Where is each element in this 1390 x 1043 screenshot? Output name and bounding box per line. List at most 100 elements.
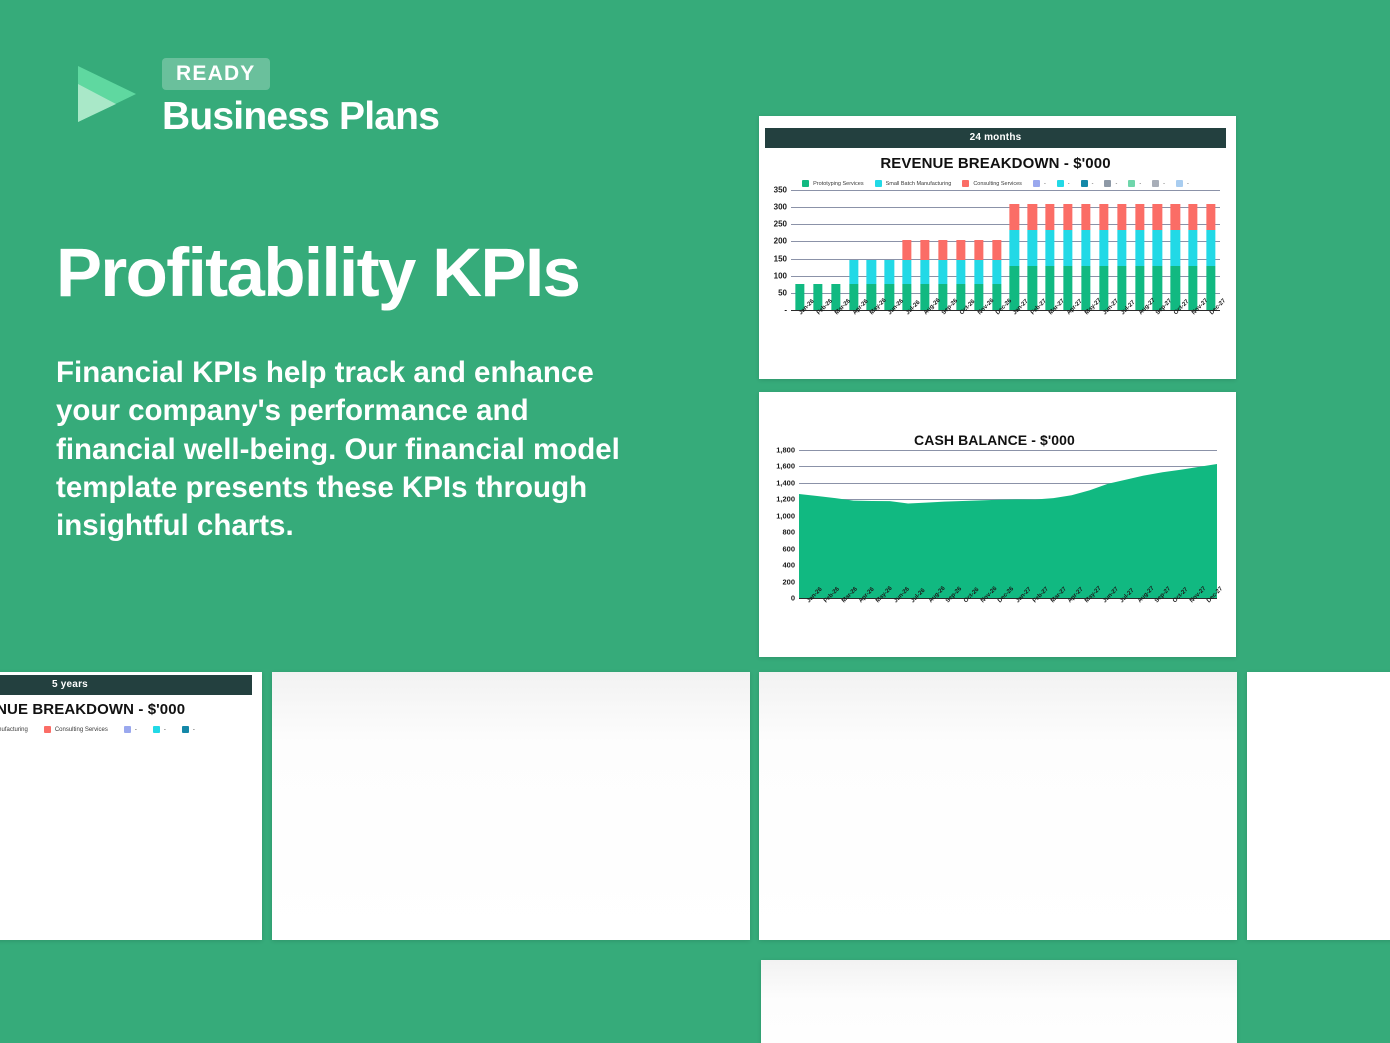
gridline (791, 241, 1220, 243)
chart-grid (791, 190, 1220, 311)
chart-card-cash-balance[interactable]: CASH BALANCE - $'000 0 200 400 600 800 1,000 1,… (759, 392, 1236, 657)
play-triangle-icon (72, 58, 144, 130)
x-axis-tick: Dec-26 (991, 586, 1015, 632)
legend-item: Prototyping Services (802, 180, 864, 187)
legend-item: - (1152, 180, 1165, 187)
legend-label: - (134, 726, 137, 733)
x-axis-tick: Mar-26 (827, 298, 852, 344)
legend-label: Consulting Services (54, 726, 108, 733)
bar-group (898, 190, 916, 310)
x-axis-tick: Aug-26 (921, 586, 947, 632)
gridline (799, 466, 1217, 468)
chart-card-ebitda[interactable] (272, 672, 750, 940)
bar-group (809, 190, 827, 310)
chart-baseline (791, 310, 1220, 311)
x-axis-tick: Jul-27 (1113, 300, 1137, 344)
bar-segment (920, 239, 930, 261)
bar-segment (1170, 204, 1180, 231)
bar-segment (1188, 204, 1198, 231)
x-axis-tick: Oct-27 (1166, 299, 1190, 344)
x-axis-tick: Sep-26 (934, 298, 959, 344)
legend-swatch (1128, 180, 1136, 187)
x-axis-tick: Feb-26 (816, 586, 841, 632)
bar-segment (991, 260, 1002, 285)
bar-segment (1009, 204, 1020, 231)
legend-item: - (1080, 180, 1093, 187)
y-axis-tick-label: 1,200 (776, 494, 795, 504)
hero-description: Financial KPIs help track and enhance yo… (56, 356, 620, 543)
bar-group (934, 190, 952, 310)
brand-lockup: READY Business Plans (72, 52, 440, 138)
x-axis-tick: Jul-26 (898, 300, 922, 344)
bar-segment (1170, 230, 1180, 267)
chart-card-revenue-breakdown-24m[interactable]: 24 months REVENUE BREAKDOWN - $'000 Protot… (759, 116, 1236, 379)
bar-group (1113, 190, 1131, 310)
x-axis-tick: Dec-26 (988, 298, 1013, 344)
bar-group (1059, 190, 1077, 310)
x-axis-tick: Sep-27 (1149, 298, 1173, 344)
x-axis-tick: May-26 (869, 586, 894, 632)
bar-group (1006, 190, 1024, 310)
legend-item: - (1104, 180, 1117, 187)
chart-card-operating-cash-flow[interactable] (759, 672, 1237, 940)
bar-segment (956, 284, 966, 310)
y-axis-tick-label: 400 (782, 560, 795, 570)
bar-segment (1117, 230, 1127, 267)
legend-swatch (43, 726, 51, 733)
chart-title: REVENUE BREAKDOWN - $'000 (0, 701, 186, 718)
bar-segment (1117, 204, 1127, 231)
bar-segment (848, 284, 859, 310)
brand-text: READY Business Plans (162, 52, 440, 138)
gridline (799, 450, 1217, 451)
bar-group (1023, 190, 1041, 310)
chart-legend: Small Batch Manufacturing Consulting Serv… (0, 726, 252, 733)
legend-swatch (802, 180, 810, 187)
bar-segment (938, 239, 948, 261)
bar-segment (1099, 230, 1109, 267)
chart-card-revenue-breakdown-partial[interactable] (1247, 672, 1390, 940)
bar-segment (1045, 204, 1055, 231)
legend-swatch (962, 180, 970, 187)
y-axis-tick-label: 200 (773, 236, 787, 246)
y-axis-tick-label: 100 (773, 271, 787, 281)
x-axis-tick: Feb-27 (1023, 298, 1048, 344)
bar-segment (902, 284, 912, 310)
legend-label: - (163, 726, 166, 733)
bar-group (1149, 190, 1167, 310)
bar-segment (1152, 266, 1163, 310)
legend-item: - (123, 726, 137, 733)
chart-card-ebit[interactable] (761, 960, 1237, 1043)
bar-segment (1027, 266, 1037, 310)
x-axis-tick: May-26 (863, 298, 888, 344)
bar-segment (991, 284, 1002, 310)
y-axis-tick-label: 200 (782, 577, 795, 587)
bar-group (845, 190, 863, 310)
x-axis-tick: Jul-26 (904, 588, 927, 632)
bar-group (1095, 190, 1113, 310)
y-axis-tick-label: 1,400 (776, 478, 795, 488)
x-axis-tick: Apr-27 (1059, 299, 1084, 344)
chart-grid (799, 450, 1217, 599)
chart-card-revenue-breakdown-5y[interactable]: 5 years REVENUE BREAKDOWN - $'000 Small Ba… (0, 672, 262, 940)
x-axis-tick: Dec-27 (1202, 298, 1227, 344)
bar-segment (956, 239, 966, 261)
bar-segment (1027, 204, 1037, 231)
bar-segment (1063, 266, 1073, 310)
bar-segment (1206, 230, 1216, 267)
legend-swatch (1104, 180, 1112, 187)
y-axis-tick-label: 1,800 (776, 445, 795, 455)
y-axis-tick-label: 150 (773, 254, 787, 264)
y-axis-tick-label: 1,600 (776, 461, 795, 471)
chart-title: CASH BALANCE - $'000 (914, 432, 1075, 448)
x-axis-tick: Jun-26 (880, 298, 905, 344)
bar-segment (1099, 266, 1109, 310)
bar-segment (1188, 230, 1198, 267)
cash-balance-area (799, 463, 1217, 598)
page-title: Profitability KPIs (56, 234, 581, 311)
bar-segment (1206, 266, 1216, 310)
legend-label: - (192, 726, 195, 733)
legend-swatch (1176, 180, 1183, 187)
chart-body: CASH BALANCE - $'000 0 200 400 600 800 1,000 1,… (759, 392, 1236, 657)
bar-segment (1027, 230, 1037, 267)
